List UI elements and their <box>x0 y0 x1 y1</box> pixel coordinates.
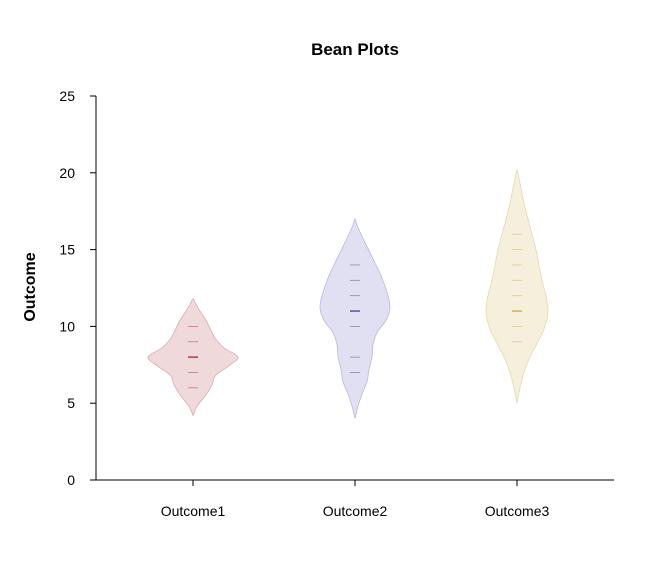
x-tick-label: Outcome3 <box>485 503 550 519</box>
x-tick-label: Outcome2 <box>323 503 388 519</box>
chart-title: Bean Plots <box>311 40 399 59</box>
y-axis-label: Outcome <box>22 252 39 321</box>
y-tick-label: 15 <box>59 242 75 258</box>
y-tick-label: 10 <box>59 318 75 334</box>
bean-outcome2 <box>319 218 391 419</box>
bean-shape <box>319 218 391 419</box>
y-tick-label: 25 <box>59 88 75 104</box>
bean-outcome1 <box>147 298 239 417</box>
y-tick-label: 20 <box>59 165 75 181</box>
beans <box>147 169 549 419</box>
y-tick-label: 0 <box>67 472 75 488</box>
axes: 0 5 10 15 20 25 Outcome1 Outcome2 Outcome3 <box>59 88 614 519</box>
bean-outcome3 <box>485 169 549 404</box>
y-tick-label: 5 <box>67 395 75 411</box>
bean-shape <box>485 169 549 404</box>
x-tick-label: Outcome1 <box>161 503 226 519</box>
